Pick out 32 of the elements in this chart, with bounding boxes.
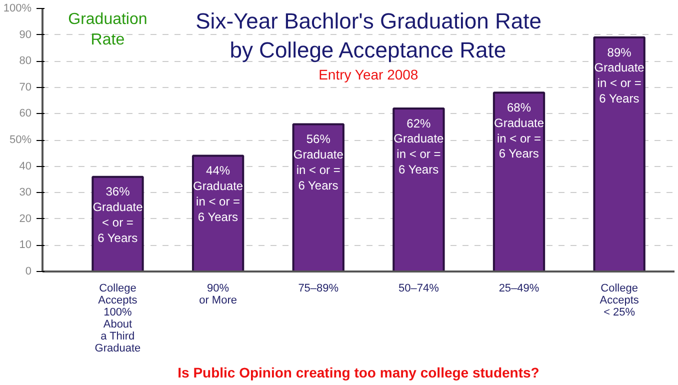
bar bbox=[192, 154, 244, 272]
data-label: 62% Graduate in < or = 6 Years bbox=[394, 116, 444, 177]
data-label: 44% Graduate in < or = 6 Years bbox=[193, 164, 244, 224]
y-axis-title: Graduation Rate bbox=[68, 11, 148, 49]
bar bbox=[593, 36, 646, 272]
x-tick-label: 90% or More bbox=[199, 282, 238, 306]
y-tick-label: 80 bbox=[19, 55, 32, 68]
y-tick-label: 90 bbox=[19, 28, 32, 41]
y-tick-label: 40 bbox=[19, 160, 32, 172]
x-tick-label: 50–74% bbox=[398, 282, 440, 294]
y-tick-label: 20 bbox=[19, 212, 32, 225]
x-tick-label: College Accepts 100% About a Third Graduate bbox=[94, 282, 141, 354]
data-label: 89% Graduate in < or = 6 Years bbox=[594, 45, 645, 106]
y-tick-label: 70 bbox=[19, 81, 32, 94]
x-tick-label: College Accepts < 25% bbox=[600, 282, 640, 318]
text: Entry Year 2008 bbox=[318, 66, 418, 82]
text: Six-Year Bachlor's Graduation Rate by College Acceptance Rate bbox=[196, 8, 542, 62]
x-tick-label: 25–49% bbox=[498, 282, 540, 294]
bar bbox=[392, 107, 445, 272]
y-tick-label: 0 bbox=[25, 266, 32, 278]
x-tick-label: 75–89% bbox=[298, 282, 339, 294]
y-tick-label: 60 bbox=[19, 108, 32, 120]
data-label: 36% Graduate < or = 6 Years bbox=[92, 184, 144, 245]
y-tick-label: 100% bbox=[3, 2, 32, 14]
data-label: 56% Graduate in < or = 6 Years bbox=[293, 132, 344, 192]
bar bbox=[492, 92, 546, 272]
data-label: 68% Graduate in < or = 6 Years bbox=[494, 100, 544, 161]
y-tick-label: 50% bbox=[9, 134, 32, 146]
text: Is Public Opinion creating too many college students? bbox=[178, 364, 540, 380]
y-tick-label: 30 bbox=[19, 186, 32, 199]
bar bbox=[292, 123, 344, 272]
y-tick-label: 10 bbox=[19, 239, 32, 252]
